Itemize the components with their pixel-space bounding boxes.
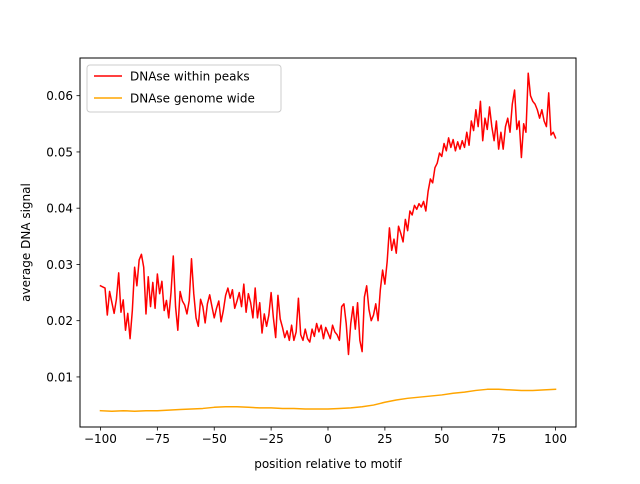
x-tick-label: −50: [202, 432, 227, 446]
x-tick-label: 75: [491, 432, 506, 446]
y-tick-label: 0.01: [46, 370, 73, 384]
x-tick-label: 50: [434, 432, 449, 446]
legend-label-within-peaks: DNAse within peaks: [130, 70, 250, 84]
series-line-within-peaks: [99, 72, 557, 356]
x-axis-ticks: −100 −75 −50 −25 0 25 50 75 100: [84, 427, 567, 446]
legend-box: [86, 64, 282, 113]
y-tick-label: 0.03: [46, 258, 73, 272]
x-axis-label: position relative to motif: [254, 457, 402, 471]
series-layer: [99, 72, 557, 412]
x-tick-label: −75: [145, 432, 170, 446]
x-tick-label: 0: [324, 432, 332, 446]
x-tick-label: 25: [377, 432, 392, 446]
y-tick-label: 0.06: [46, 89, 73, 103]
y-axis-ticks: 0.01 0.02 0.03 0.04 0.05 0.06: [46, 89, 80, 384]
y-tick-label: 0.05: [46, 145, 73, 159]
y-tick-label: 0.04: [46, 202, 73, 216]
x-tick-label: 100: [544, 432, 567, 446]
x-tick-label: −100: [84, 432, 117, 446]
y-tick-label: 0.02: [46, 314, 73, 328]
x-tick-label: −25: [258, 432, 283, 446]
y-axis-label: average DNA signal: [19, 183, 33, 302]
legend: DNAse within peaks DNAse genome wide: [86, 64, 282, 113]
legend-label-genome-wide: DNAse genome wide: [130, 92, 255, 106]
series-line-genome-wide: [99, 388, 557, 412]
